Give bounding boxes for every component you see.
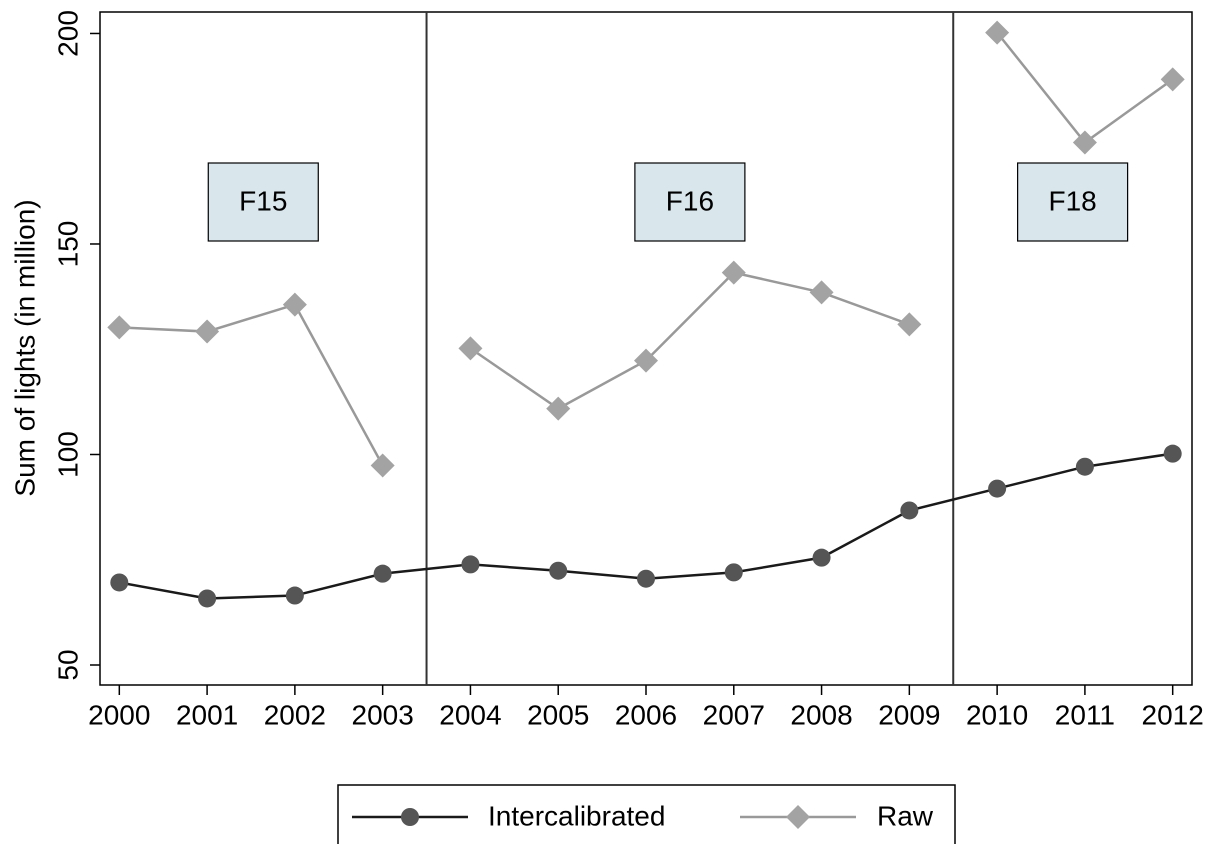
y-tick-label: 100: [52, 431, 83, 478]
legend-label: Raw: [877, 800, 934, 831]
annotation-box: [207, 162, 319, 242]
marker: [107, 315, 132, 340]
series: [107, 20, 1185, 478]
x-tick-label: 2000: [88, 699, 150, 730]
marker: [282, 292, 307, 317]
marker: [985, 20, 1010, 45]
x-tick-label: 2007: [703, 699, 765, 730]
series-line: [119, 303, 384, 467]
marker: [546, 396, 571, 421]
y-tick-label: 50: [52, 649, 83, 680]
x-tick-label: 2004: [439, 699, 501, 730]
marker: [549, 561, 568, 580]
x-tick-label: 2009: [878, 699, 940, 730]
marker: [370, 453, 395, 478]
x-tick-label: 2011: [1055, 699, 1115, 730]
series: [110, 444, 1182, 608]
marker: [461, 555, 480, 574]
legend-marker: [786, 805, 810, 829]
marker: [195, 319, 220, 344]
marker: [1163, 444, 1182, 463]
series-line: [469, 271, 910, 411]
x-tick-label: 2006: [615, 699, 677, 730]
marker: [198, 589, 217, 608]
legend-label: Intercalibrated: [488, 800, 665, 831]
x-tick-label: 2005: [527, 699, 589, 730]
x-tick-label: 2001: [176, 699, 238, 730]
annotation-box: [1017, 162, 1129, 242]
marker: [897, 312, 922, 337]
x-tick-label: 2002: [264, 699, 326, 730]
marker: [1075, 457, 1094, 476]
marker: [1072, 130, 1097, 155]
marker: [988, 479, 1007, 498]
marker: [285, 586, 304, 605]
marker: [458, 336, 483, 361]
marker: [637, 569, 655, 588]
annotation-box: [634, 162, 746, 242]
annotation-label: F16: [666, 185, 714, 216]
annotation-label: F18: [1048, 185, 1096, 216]
legend-marker: [401, 808, 419, 826]
marker: [900, 501, 919, 520]
marker: [110, 573, 129, 592]
y-tick-label: 200: [52, 10, 83, 57]
y-tick-label: 150: [52, 221, 83, 268]
marker: [812, 548, 831, 567]
marker: [373, 564, 392, 583]
legend-box: [337, 784, 956, 844]
marker: [634, 348, 658, 373]
legend: Intercalibrated Raw: [337, 784, 956, 844]
annotation-label: F15: [239, 185, 287, 216]
marker: [721, 260, 746, 285]
marker: [724, 563, 743, 582]
x-tick-label: 2008: [790, 699, 852, 730]
marker: [809, 280, 834, 305]
marker: [1160, 67, 1185, 92]
x-tick-label: 2010: [966, 699, 1028, 730]
x-tick-label: 2003: [352, 699, 414, 730]
y-axis-title: Sum of lights (in million): [9, 199, 40, 496]
x-tick-label: 2012: [1142, 699, 1204, 730]
